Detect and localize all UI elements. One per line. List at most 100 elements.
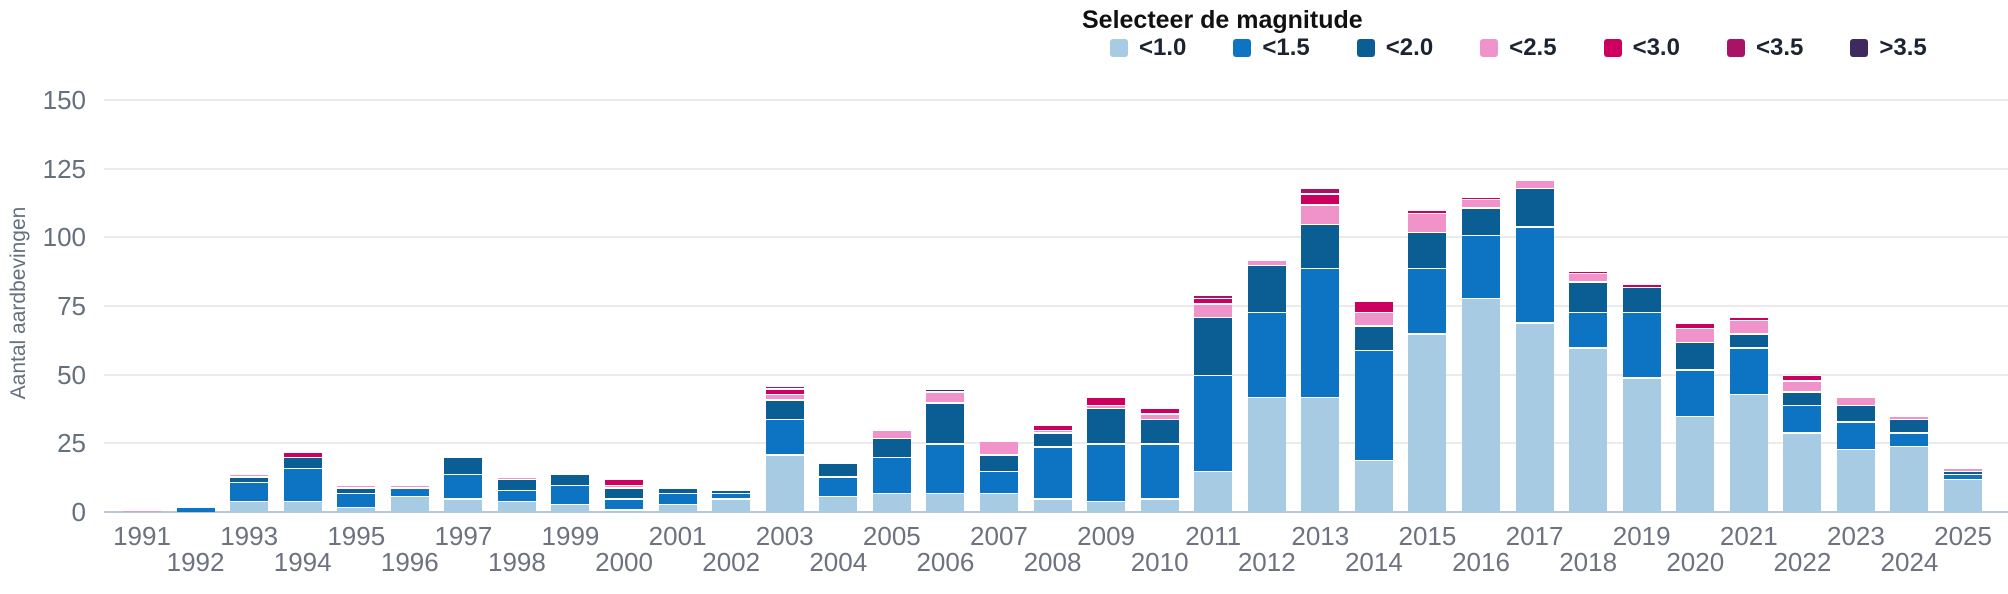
bar-2024-segment-<2.5[interactable] <box>1890 417 1929 419</box>
bar-2002-segment-<2.0[interactable] <box>712 491 751 493</box>
bar-1994-segment-<2.0[interactable] <box>283 458 322 469</box>
bar-2007-segment-<2.5[interactable] <box>979 442 1018 455</box>
bar-1998-segment-<1.0[interactable] <box>497 502 536 512</box>
bar-2017-segment-<2.5[interactable] <box>1515 181 1554 188</box>
bar-2020-segment-<2.5[interactable] <box>1676 329 1715 342</box>
bar-2021[interactable] <box>1729 317 1768 512</box>
bar-2000-segment-<1.0[interactable] <box>605 510 644 512</box>
bar-2008-segment-<1.5[interactable] <box>1033 447 1072 499</box>
bar-1999[interactable] <box>551 473 590 512</box>
bar-2010-segment-<3.0[interactable] <box>1140 409 1179 414</box>
bar-2015-segment-<1.0[interactable] <box>1408 334 1447 512</box>
bar-2024[interactable] <box>1890 415 1929 512</box>
bar-2024-segment-<1.5[interactable] <box>1890 433 1929 447</box>
bar-2003-segment-<3.0[interactable] <box>765 389 804 394</box>
bar-2015-segment-<2.0[interactable] <box>1408 233 1447 268</box>
bar-2010-segment-<2.0[interactable] <box>1140 420 1179 444</box>
bar-2019[interactable] <box>1622 284 1661 512</box>
bar-2014-segment-<2.5[interactable] <box>1354 312 1393 326</box>
bar-2006-segment-<2.5[interactable] <box>926 392 965 403</box>
bar-2022-segment-<2.0[interactable] <box>1783 392 1822 405</box>
bar-1996[interactable] <box>390 484 429 512</box>
bar-1996-segment-<1.5[interactable] <box>390 488 429 496</box>
bar-2013[interactable] <box>1301 187 1340 512</box>
bar-2012-segment-<2.5[interactable] <box>1247 260 1286 265</box>
bar-2019-segment-<1.5[interactable] <box>1622 312 1661 378</box>
bar-2020[interactable] <box>1676 322 1715 512</box>
bar-1998-segment-<1.5[interactable] <box>497 491 536 502</box>
bar-2023-segment-<1.0[interactable] <box>1836 450 1875 512</box>
bar-2013-segment-<3.5[interactable] <box>1301 189 1340 194</box>
bar-2003[interactable] <box>765 385 804 512</box>
bar-2020-segment-<1.5[interactable] <box>1676 370 1715 416</box>
bar-1996-segment-<2.5[interactable] <box>390 485 429 488</box>
bar-2003-segment-<1.0[interactable] <box>765 455 804 512</box>
bar-1993-segment-<2.5[interactable] <box>230 474 269 477</box>
bar-2021-segment-<1.5[interactable] <box>1729 348 1768 394</box>
bar-2004[interactable] <box>819 462 858 512</box>
bar-2009-segment-<2.0[interactable] <box>1087 409 1126 444</box>
bar-1999-segment-<1.5[interactable] <box>551 485 590 504</box>
bar-2005-segment-<1.0[interactable] <box>872 494 911 512</box>
bar-2016-segment-<1.0[interactable] <box>1462 299 1500 512</box>
bar-1998-segment-<2.0[interactable] <box>497 480 536 491</box>
legend-item-<3.0[interactable]: <3.0 <box>1603 36 1680 60</box>
bar-2015-segment-<3.0[interactable] <box>1408 211 1447 213</box>
bar-2006[interactable] <box>926 388 965 512</box>
bar-2018-segment-<3.0[interactable] <box>1569 271 1608 274</box>
bar-2012-segment-<1.5[interactable] <box>1247 312 1286 397</box>
bar-1992-segment-<1.5[interactable] <box>176 507 215 512</box>
bar-2002-segment-<1.0[interactable] <box>712 499 751 512</box>
bar-2014[interactable] <box>1354 300 1393 512</box>
bar-2025-segment-<1.0[interactable] <box>1944 480 1983 512</box>
bar-2018[interactable] <box>1569 270 1608 512</box>
bar-2010-segment-<1.0[interactable] <box>1140 499 1179 512</box>
bar-2022[interactable] <box>1783 374 1822 512</box>
bar-2005-segment-<2.0[interactable] <box>872 439 911 458</box>
bar-2010-segment-<2.5[interactable] <box>1140 414 1179 419</box>
bar-2021-segment-<1.0[interactable] <box>1729 395 1768 512</box>
bar-2013-segment-<2.0[interactable] <box>1301 225 1340 268</box>
bar-2013-segment-<1.0[interactable] <box>1301 398 1340 512</box>
bar-2025-segment-<2.0[interactable] <box>1944 472 1983 474</box>
bar-1994-segment-<1.5[interactable] <box>283 469 322 502</box>
bar-2025[interactable] <box>1944 468 1983 512</box>
bar-2015[interactable] <box>1408 209 1447 512</box>
bar-1999-segment-<1.0[interactable] <box>551 505 590 512</box>
bar-2009-segment-<3.0[interactable] <box>1087 398 1126 405</box>
bar-2020-segment-<2.0[interactable] <box>1676 343 1715 370</box>
bar-1995-segment-<2.0[interactable] <box>337 488 376 493</box>
bar-2012[interactable] <box>1247 259 1286 512</box>
bar-2020-segment-<1.0[interactable] <box>1676 417 1715 512</box>
bar-2023-segment-<2.0[interactable] <box>1836 406 1875 422</box>
bar-2010-segment-<1.5[interactable] <box>1140 444 1179 499</box>
bar-1992[interactable] <box>176 506 215 512</box>
bar-2022-segment-<1.5[interactable] <box>1783 406 1822 433</box>
bar-1995-segment-<1.5[interactable] <box>337 494 376 507</box>
bar-1997-segment-<1.0[interactable] <box>444 499 483 512</box>
bar-2018-segment-<1.5[interactable] <box>1569 312 1608 348</box>
bar-2019-segment-<2.0[interactable] <box>1622 288 1661 312</box>
bar-2003-segment-<2.0[interactable] <box>765 400 804 419</box>
bar-2006-segment-<1.0[interactable] <box>926 494 965 512</box>
bar-2011-segment-<3.0[interactable] <box>1194 299 1233 304</box>
bar-2022-segment-<2.5[interactable] <box>1783 381 1822 392</box>
bar-2009[interactable] <box>1087 396 1126 512</box>
bar-1993-segment-<1.0[interactable] <box>230 502 269 512</box>
bar-2004-segment-<1.5[interactable] <box>819 477 858 496</box>
bar-2000-segment-<2.5[interactable] <box>605 485 644 488</box>
bar-2022-segment-<1.0[interactable] <box>1783 433 1822 512</box>
legend-item-<2.0[interactable]: <2.0 <box>1356 36 1433 60</box>
bar-1997-segment-<1.5[interactable] <box>444 474 483 499</box>
bar-2018-segment-<1.0[interactable] <box>1569 348 1608 512</box>
bar-2002-segment-<1.5[interactable] <box>712 494 751 499</box>
bar-2017[interactable] <box>1515 179 1554 512</box>
bar-2014-segment-<3.0[interactable] <box>1354 301 1393 312</box>
bar-2021-segment-<3.0[interactable] <box>1729 318 1768 320</box>
bar-2018-segment-<2.5[interactable] <box>1569 274 1608 282</box>
bar-2024-segment-<2.0[interactable] <box>1890 420 1929 433</box>
bar-2007[interactable] <box>979 440 1018 512</box>
bar-2011-segment-<2.0[interactable] <box>1194 318 1233 375</box>
bar-2023-segment-<1.5[interactable] <box>1836 422 1875 449</box>
bar-2016[interactable] <box>1462 196 1500 512</box>
